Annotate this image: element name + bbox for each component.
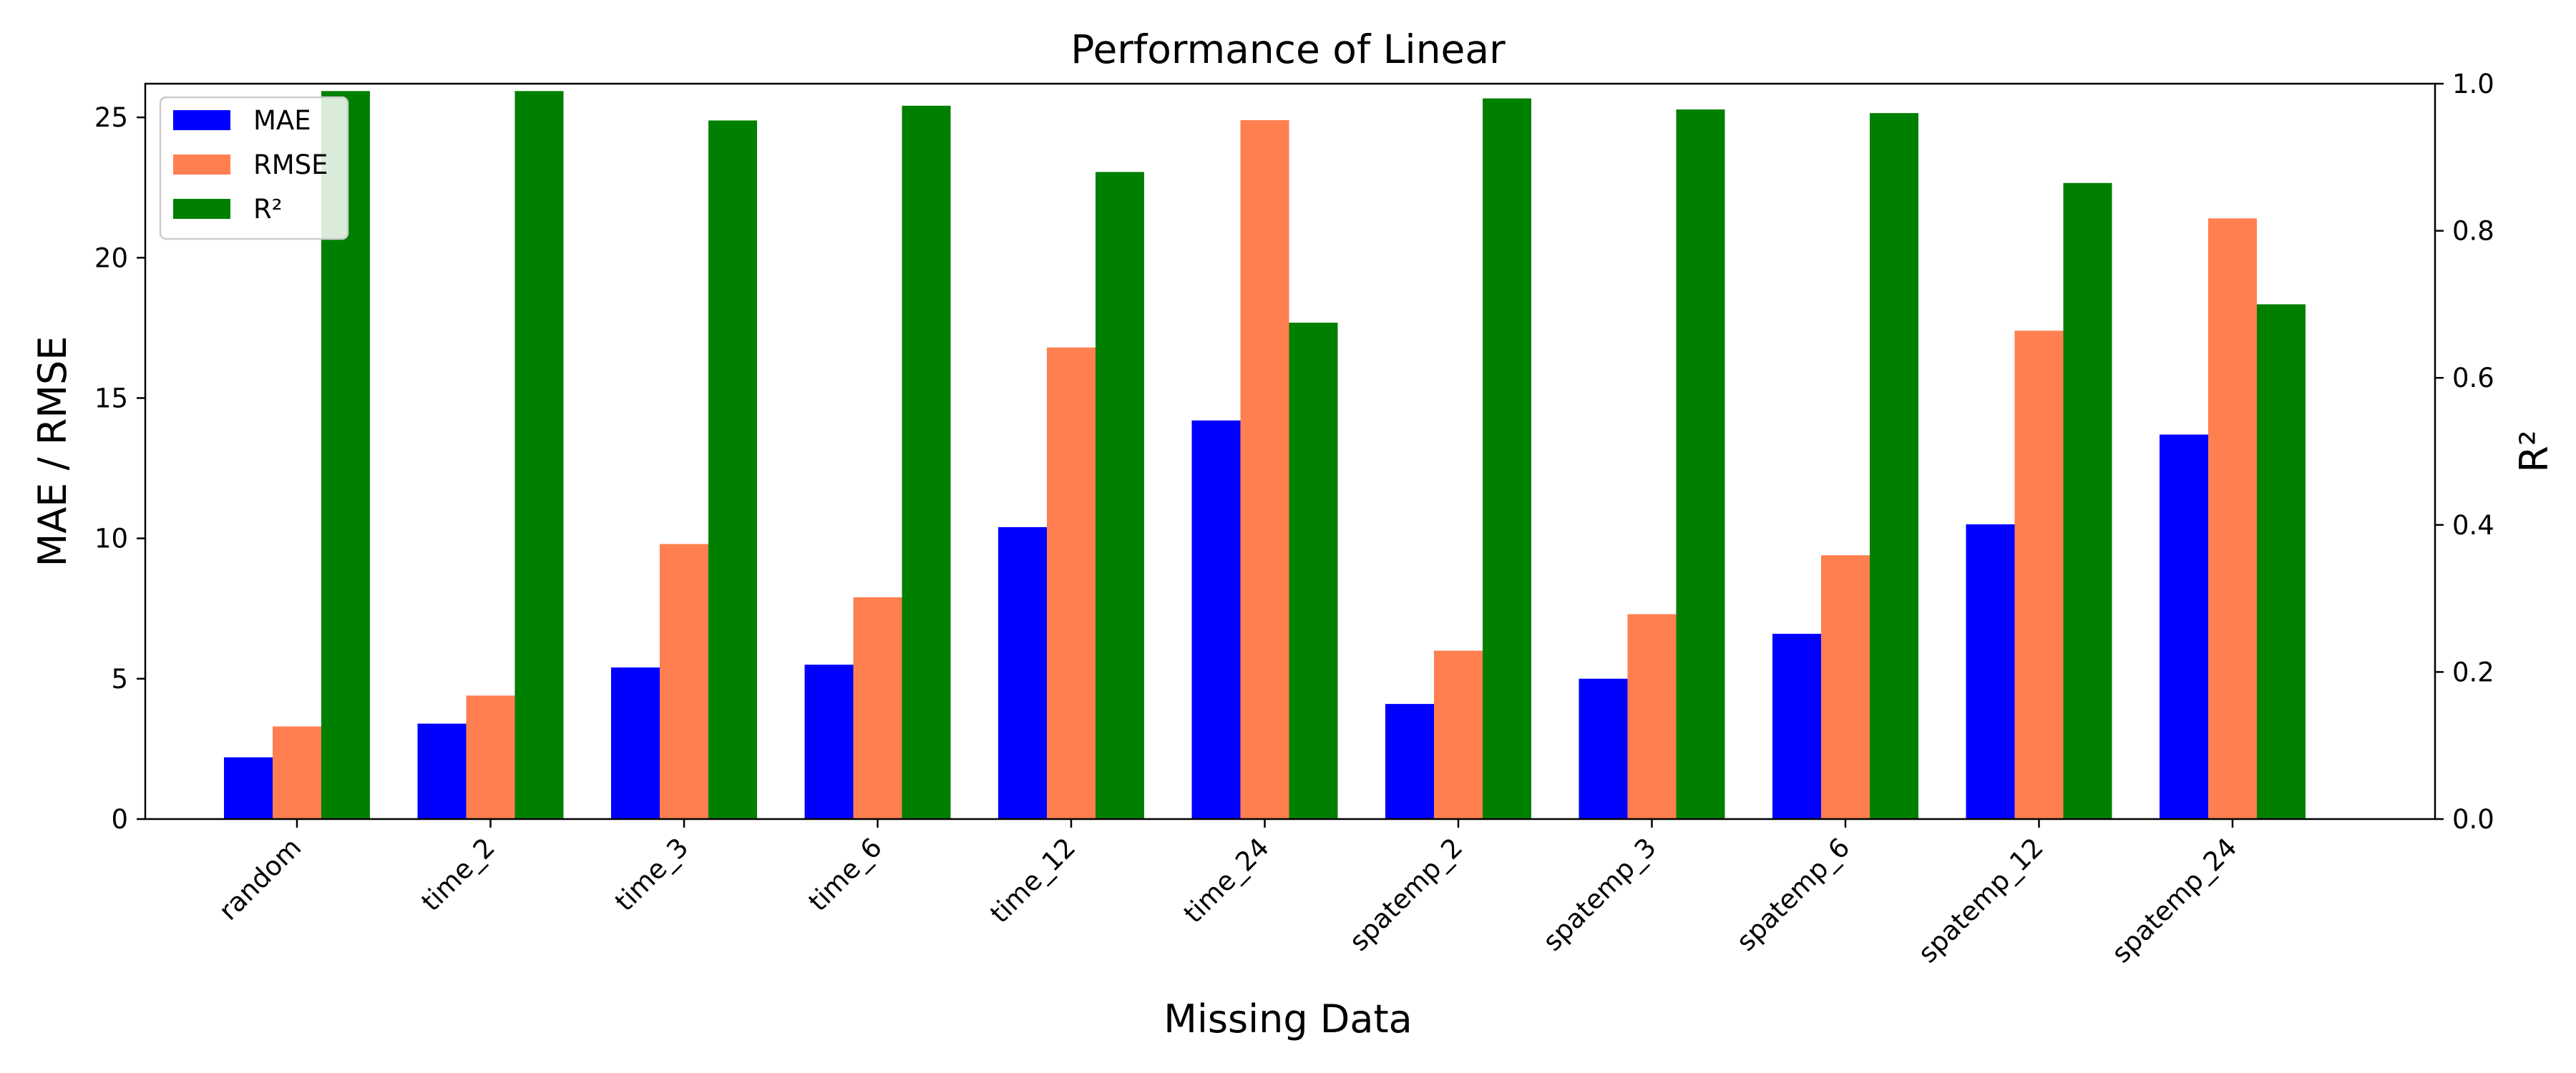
left-axis-ticks: 0 5 10 15 20 25 xyxy=(94,102,145,835)
x-axis-label: Missing Data xyxy=(1163,996,1412,1042)
bar-r-spatemp_3 xyxy=(1676,109,1725,819)
chart-title: Performance of Linear xyxy=(1070,26,1506,72)
legend-swatch-mae xyxy=(173,110,230,130)
right-tick-label: 0.6 xyxy=(2452,363,2494,393)
bar-rmse-spatemp_3 xyxy=(1627,614,1677,819)
bar-r-time_6 xyxy=(902,105,951,820)
bar-mae-time_2 xyxy=(417,723,467,819)
bar-rmse-time_12 xyxy=(1047,347,1096,819)
bar-mae-spatemp_12 xyxy=(1966,524,2015,819)
legend-swatch-r xyxy=(173,199,230,219)
bar-rmse-time_6 xyxy=(853,597,902,819)
x-tick-label-spatemp_6: spatemp_6 xyxy=(1731,832,1856,957)
x-tick-label-time_6: time_6 xyxy=(803,832,888,917)
right-tick-label: 0.4 xyxy=(2452,510,2494,541)
bar-r-spatemp_6 xyxy=(1870,113,1918,820)
legend: MAE RMSE R² xyxy=(159,96,349,240)
bar-rmse-time_2 xyxy=(466,695,515,819)
bar-mae-spatemp_2 xyxy=(1385,704,1434,819)
right-tick-label: 0.2 xyxy=(2452,657,2494,687)
y-axis-right-label: R² xyxy=(2512,430,2557,472)
bars-group xyxy=(224,91,2306,820)
x-tick-label-time_24: time_24 xyxy=(1178,832,1275,929)
left-tick-label: 25 xyxy=(94,102,128,133)
bar-r-time_24 xyxy=(1289,323,1338,820)
y-axis-label: MAE / RMSE xyxy=(30,336,75,567)
bar-rmse-random xyxy=(273,726,321,819)
bar-rmse-spatemp_24 xyxy=(2208,218,2257,819)
bar-mae-spatemp_6 xyxy=(1772,634,1821,819)
bar-mae-time_3 xyxy=(611,667,660,819)
bar-rmse-spatemp_2 xyxy=(1434,650,1483,819)
left-tick-label: 5 xyxy=(111,664,128,695)
bar-r-time_12 xyxy=(1096,172,1144,819)
legend-label-r: R² xyxy=(253,194,283,225)
bar-mae-time_24 xyxy=(1191,420,1241,819)
bar-mae-time_12 xyxy=(998,526,1047,819)
bar-mae-spatemp_3 xyxy=(1579,678,1628,819)
x-tick-label-time_2: time_2 xyxy=(416,832,501,917)
x-tick-label-spatemp_12: spatemp_12 xyxy=(1912,832,2049,969)
bar-r-spatemp_24 xyxy=(2257,304,2306,819)
axes-group xyxy=(144,82,2436,820)
left-tick-label: 15 xyxy=(94,383,128,413)
bar-r-spatemp_2 xyxy=(1483,98,1531,820)
left-tick-label: 0 xyxy=(111,804,128,835)
plot-frame xyxy=(144,82,2436,820)
bar-rmse-spatemp_12 xyxy=(2014,330,2064,819)
bar-rmse-spatemp_6 xyxy=(1821,555,1870,819)
legend-label-mae: MAE xyxy=(253,105,311,136)
x-tick-label-spatemp_24: spatemp_24 xyxy=(2106,832,2243,969)
bar-r-time_2 xyxy=(514,91,564,820)
left-tick-label: 20 xyxy=(94,242,128,273)
right-tick-label: 0.0 xyxy=(2452,804,2494,835)
bar-r-spatemp_12 xyxy=(2063,182,2112,820)
bar-rmse-time_3 xyxy=(660,544,708,819)
right-tick-label: 0.8 xyxy=(2452,216,2494,247)
x-tick-label-spatemp_3: spatemp_3 xyxy=(1537,832,1662,957)
left-tick-label: 10 xyxy=(94,524,128,554)
x-tick-label-random: random xyxy=(213,832,307,926)
bar-r-time_3 xyxy=(708,120,757,819)
legend-swatch-rmse xyxy=(173,155,230,175)
bar-rmse-time_24 xyxy=(1240,120,1289,819)
legend-label-rmse: RMSE xyxy=(253,150,328,180)
x-tick-label-time_3: time_3 xyxy=(609,832,694,917)
x-tick-label-spatemp_2: spatemp_2 xyxy=(1344,832,1469,957)
right-axis-ticks: 0.0 0.2 0.4 0.6 0.8 1.0 xyxy=(2435,69,2494,835)
right-tick-label: 1.0 xyxy=(2452,69,2494,99)
bar-mae-spatemp_24 xyxy=(2160,434,2208,819)
bar-mae-random xyxy=(224,757,273,819)
x-tick-label-time_12: time_12 xyxy=(984,832,1081,929)
bar-mae-time_6 xyxy=(804,665,854,819)
x-axis-ticks: random time_2 time_3 time_6 time_12 time_24 sp… xyxy=(213,819,2243,969)
